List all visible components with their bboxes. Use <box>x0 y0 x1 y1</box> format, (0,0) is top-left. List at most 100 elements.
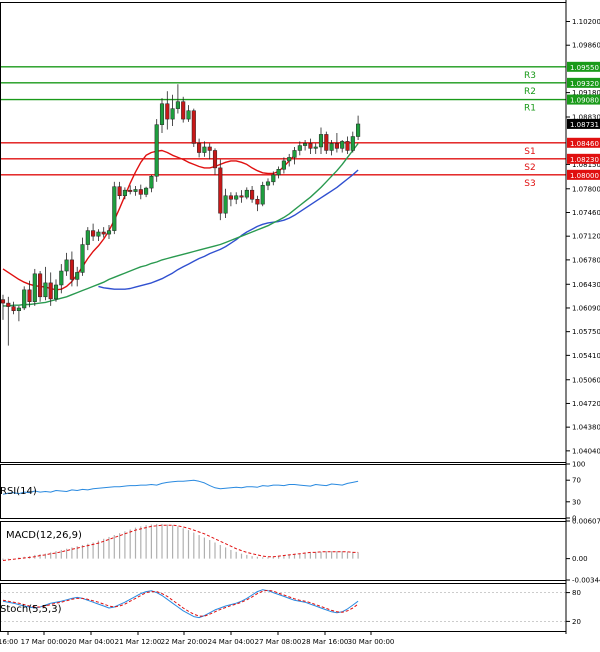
level-label-s1: S1 <box>524 147 535 157</box>
time-tick-label: 22 Mar 20:00 <box>161 638 208 646</box>
candle-body <box>112 186 117 231</box>
candle-body <box>202 146 207 153</box>
time-tick-label: 28 Mar 16:00 <box>302 638 349 646</box>
level-label-s2: S2 <box>524 163 535 173</box>
panel-frame <box>0 583 567 632</box>
level-badge-text: 1.09080 <box>570 97 599 105</box>
rsi-tick-label: 70 <box>572 477 581 485</box>
candle-body <box>170 108 175 120</box>
price-tick-label: 1.09180 <box>572 89 600 97</box>
macd-tick-label: -0.003449 <box>572 577 600 585</box>
macd-tick-label: 0.00607 <box>572 518 600 526</box>
candle-body <box>345 141 350 151</box>
candle-body <box>154 124 159 177</box>
candle-body <box>43 282 48 298</box>
candle-body <box>122 189 127 197</box>
price-tick-label: 1.08150 <box>572 161 600 169</box>
current-price-text: 1.08731 <box>570 121 599 129</box>
candle-body <box>101 231 106 235</box>
price-tick-label: 1.08830 <box>572 114 600 122</box>
candle-body <box>96 231 101 237</box>
macd-tick-label: 0.00 <box>572 555 588 563</box>
candle-body <box>159 103 165 125</box>
candle-body <box>318 134 324 148</box>
rsi-tick-label: 0 <box>572 515 576 523</box>
candle-body <box>138 189 143 195</box>
price-tick-label: 1.07460 <box>572 209 600 217</box>
candle-body <box>356 123 361 137</box>
candle-body <box>53 284 59 300</box>
candle-body <box>313 146 318 149</box>
panel-frame <box>0 464 567 519</box>
candle-body <box>75 272 80 280</box>
stoch-signal-line <box>2 589 359 617</box>
candle-body <box>59 270 64 286</box>
price-tick-label: 1.07800 <box>572 185 600 193</box>
price-tick-label: 1.04720 <box>572 400 600 408</box>
time-tick-label: 21 Mar 12:00 <box>115 638 162 646</box>
macd-panel: 0.00607 0.00 -0.003449 MACD(12,26,9) <box>2 518 600 585</box>
macd-signal-line <box>2 524 359 561</box>
price-tick-label: 1.05750 <box>572 328 600 336</box>
candle-body <box>218 167 223 214</box>
time-tick-label: 27 Mar 08:00 <box>255 638 302 646</box>
candle-body <box>80 244 85 273</box>
candle-body <box>186 110 191 120</box>
rsi-tick-label: 100 <box>572 461 585 469</box>
rsi-panel: 100 70 30 0 RSI(14) <box>0 461 585 523</box>
candle-body <box>165 103 170 120</box>
candle-body <box>324 134 329 151</box>
candle-body <box>144 187 149 195</box>
price-tick-label: 1.10200 <box>572 18 600 26</box>
macd-label: MACD(12,26,9) <box>6 530 82 541</box>
candle-body <box>287 157 292 162</box>
level-badge-s1 <box>567 137 600 148</box>
candle-body <box>48 282 53 300</box>
candle-body <box>255 198 260 205</box>
candle-body <box>181 101 186 120</box>
price-tick-label: 1.09860 <box>572 42 600 50</box>
rsi-tick-label: 30 <box>572 498 581 506</box>
candle-body <box>197 143 202 153</box>
candle-body <box>117 186 122 197</box>
level-badge-text: 1.08230 <box>570 156 599 164</box>
candle-body <box>11 306 16 312</box>
candle-body <box>64 259 69 272</box>
candle-body <box>27 289 32 302</box>
candle-body <box>16 307 21 312</box>
candle-body <box>32 273 37 302</box>
level-badge-text: 1.09320 <box>570 80 599 88</box>
candle-body <box>0 299 6 304</box>
level-label-r2: R2 <box>524 87 536 97</box>
ma-mid-line <box>98 169 359 290</box>
candle-body <box>297 145 302 151</box>
main-price-panel: 1.10200 1.09860 1.09180 1.08830 1.08150 1.078… <box>0 18 600 455</box>
candle-body <box>271 174 276 183</box>
level-badge-s3 <box>567 169 600 180</box>
price-tick-label: 1.04040 <box>572 447 600 455</box>
candle-body <box>329 143 334 151</box>
time-tick-label: 20 Mar 04:00 <box>68 638 115 646</box>
price-tick-label: 1.06780 <box>572 256 600 264</box>
candle-body <box>340 141 345 149</box>
candle-body <box>133 189 138 192</box>
time-tick-label: 17 Mar 00:00 <box>21 638 68 646</box>
level-badge-s2 <box>567 153 600 164</box>
time-tick-label: 30 Mar 00:00 <box>348 638 395 646</box>
price-tick-label: 1.07120 <box>572 233 600 241</box>
candle-body <box>6 302 11 307</box>
current-price-badge <box>567 118 600 129</box>
candle-body <box>260 185 265 205</box>
candle-body <box>22 289 27 309</box>
level-label-r1: R1 <box>524 104 536 114</box>
level-label-s3: S3 <box>524 179 535 189</box>
candle-body <box>334 143 339 149</box>
stoch-tick-label: 20 <box>572 618 581 626</box>
time-axis: 16:00 17 Mar 00:00 20 Mar 04:00 21 Mar 12:0… <box>0 631 394 646</box>
candle-body <box>149 175 154 189</box>
price-tick-label: 1.06430 <box>572 281 600 289</box>
panel-frame <box>0 521 567 581</box>
candle-body <box>239 195 244 198</box>
candle-body <box>106 230 112 235</box>
